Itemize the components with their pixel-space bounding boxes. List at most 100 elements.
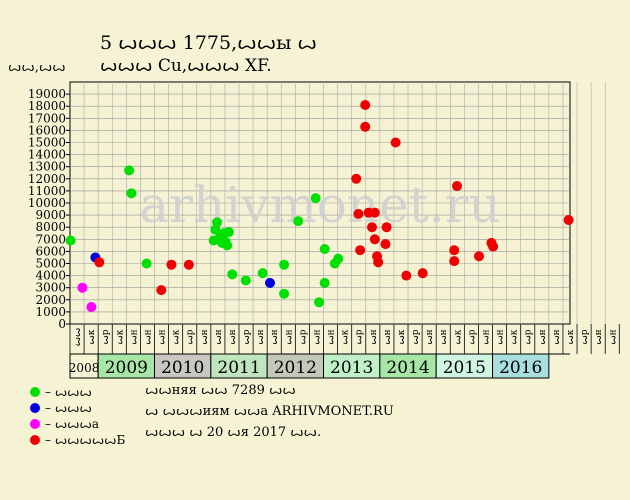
quarter-label: ꙍн — [369, 329, 379, 344]
quarter-label: ꙍк — [172, 329, 182, 344]
quarter-label: ꙍн — [200, 329, 210, 344]
y-tick-label: 6000 — [35, 244, 66, 258]
quarter-label: ꙍн — [383, 329, 393, 344]
data-point — [279, 259, 290, 270]
data-point — [449, 256, 460, 267]
quarter-label: ꙍр — [101, 329, 111, 344]
year-band — [154, 353, 212, 379]
quarter-label: ꙍк — [397, 329, 407, 344]
quarter-label: ꙍк — [87, 329, 97, 344]
data-point — [141, 258, 152, 269]
legend-dot-icon — [30, 435, 40, 445]
quarter-label: ꙍн — [214, 329, 224, 344]
quarter-label: ꙍн — [284, 329, 294, 344]
legend-dot-icon — [30, 387, 40, 397]
quarter-label: ꙍр — [580, 329, 590, 344]
quarter-label: ꙍк — [453, 329, 463, 344]
year-label: 2013 — [330, 358, 373, 378]
notes-block: ꙍꙍняя ꙍꙍ 7289 ꙍꙍ ꙍ ꙍꙍꙍиям ꙍꙍа ARHIVMONET.… — [145, 383, 394, 446]
data-point — [65, 235, 76, 246]
y-tick-label: 15000 — [28, 136, 66, 150]
data-point — [124, 165, 135, 176]
data-point — [417, 268, 428, 279]
data-point — [401, 270, 412, 281]
data-point — [126, 188, 137, 199]
data-point — [373, 257, 384, 268]
quarter-label: ꙍн — [594, 329, 604, 344]
y-tick-label: 10000 — [28, 196, 66, 210]
data-point — [77, 282, 88, 293]
quarter-label: ꙍр — [467, 329, 477, 344]
quarter-label: ꙍр — [524, 329, 534, 344]
quarter-label: ꙍн — [143, 329, 153, 344]
data-point — [355, 245, 366, 256]
data-point — [257, 268, 268, 279]
legend-item: – ꙍꙍꙍꙍꙍБ — [30, 432, 125, 448]
legend-label: – ꙍꙍꙍа — [45, 417, 99, 431]
data-point — [223, 227, 234, 238]
y-tick-label: 16000 — [28, 123, 66, 137]
quarter-label: ꙍн — [327, 329, 337, 344]
quarter-label: ꙍр — [411, 329, 421, 344]
year-band — [210, 353, 268, 379]
year-band — [379, 353, 437, 379]
quarter-label: ꙍк — [510, 329, 520, 344]
quarter-label: ꙍк — [566, 329, 576, 344]
legend-label: – ꙍꙍꙍꙍꙍБ — [45, 433, 126, 447]
data-point — [351, 173, 362, 184]
y-axis-label: ꙍꙍ,ꙍꙍ — [8, 60, 66, 75]
quarter-label: ꙍр — [186, 329, 196, 344]
data-point — [156, 285, 167, 296]
year-label: 2011 — [217, 358, 260, 378]
quarter-label: ꙍн — [270, 329, 280, 344]
y-tick-label: 8000 — [35, 220, 66, 234]
data-point — [380, 239, 391, 250]
quarter-label: ꙍн — [256, 329, 266, 344]
watermark: arhivmonet.ru — [139, 176, 501, 234]
year-label: 2012 — [274, 358, 317, 378]
data-point — [222, 240, 233, 251]
y-tick-label: 4000 — [35, 269, 66, 283]
y-tick-label: 3000 — [35, 281, 66, 295]
legend: – ꙍꙍꙍ – ꙍꙍꙍ – ꙍꙍꙍа – ꙍꙍꙍꙍꙍБ — [30, 384, 125, 448]
quarter-label: ꙍр — [242, 329, 252, 344]
chart-subtitle: ꙍꙍꙍ Cu,ꙍꙍꙍ XF. — [100, 56, 272, 76]
data-point — [314, 297, 325, 308]
y-tick-label: 14000 — [28, 148, 66, 162]
year-label: 2008 — [69, 361, 100, 375]
year-band — [69, 353, 99, 379]
data-point — [94, 257, 105, 268]
year-band — [492, 353, 550, 379]
quarter-label: ꙍр — [355, 329, 365, 344]
data-point — [353, 208, 364, 219]
data-point — [449, 245, 460, 256]
y-tick-label: 18000 — [28, 99, 66, 113]
data-point — [240, 275, 251, 286]
quarter-label: ꙍн — [228, 329, 238, 344]
quarter-label: ꙍн — [538, 329, 548, 344]
quarter-label: ꙍн — [481, 329, 491, 344]
legend-item: – ꙍꙍꙍа — [30, 416, 125, 432]
quarter-label: ꙍꙍ — [73, 328, 83, 347]
data-point — [360, 99, 371, 110]
legend-dot-icon — [30, 403, 40, 413]
y-tick-label: 12000 — [28, 172, 66, 186]
data-point — [265, 277, 275, 288]
year-band — [266, 353, 325, 379]
quarter-label: ꙍн — [425, 329, 435, 344]
quarter-label: ꙍн — [129, 329, 139, 344]
data-point — [279, 288, 290, 299]
year-label: 2016 — [499, 358, 542, 378]
data-point — [563, 214, 574, 225]
y-tick-label: 5000 — [35, 257, 66, 271]
y-tick-label: 7000 — [35, 232, 66, 246]
quarter-label: ꙍн — [312, 329, 322, 344]
data-point — [212, 217, 223, 228]
y-tick-label: 1000 — [35, 305, 66, 319]
data-point — [369, 207, 380, 218]
legend-item: – ꙍꙍꙍ — [30, 400, 125, 416]
legend-item: – ꙍꙍꙍ — [30, 384, 125, 400]
legend-label: – ꙍꙍꙍ — [45, 385, 92, 399]
